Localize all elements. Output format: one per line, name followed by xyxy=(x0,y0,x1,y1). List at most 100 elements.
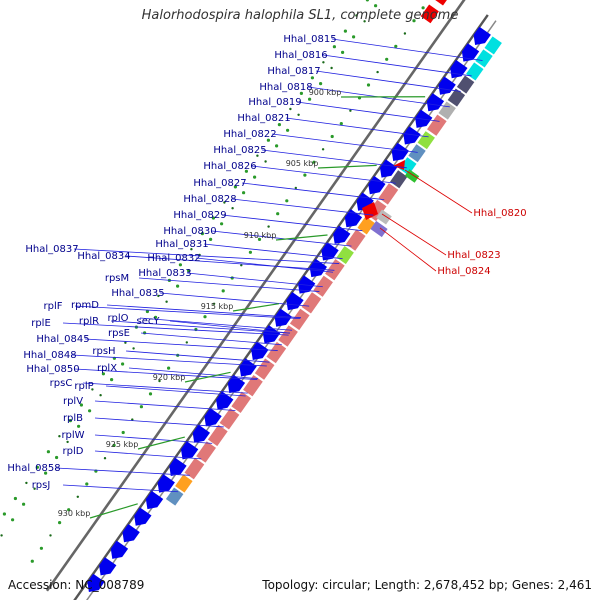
gc-dot xyxy=(394,44,398,49)
gc-dot xyxy=(110,378,114,382)
forward-gene-arrow xyxy=(216,391,234,410)
kbp-tick-label: 910 kbp xyxy=(244,231,277,240)
cog-block xyxy=(195,440,217,464)
gc-dot xyxy=(157,294,160,298)
gc-dot xyxy=(203,315,207,319)
label-leader-line xyxy=(159,292,310,307)
gc-dot xyxy=(223,201,226,204)
cog-block xyxy=(324,258,346,282)
cog-block xyxy=(183,457,206,481)
gc-dot xyxy=(165,300,168,303)
gene-labels: Hhal_0815 Hhal_0816 Hhal_0817 Hhal_0818 Hhal… xyxy=(7,34,526,491)
label-leader-line xyxy=(55,467,190,476)
cog-block xyxy=(242,374,264,398)
topology-value: circular xyxy=(322,578,367,592)
gene-label: Hhal_0816 xyxy=(274,50,327,61)
forward-gene-arrow xyxy=(286,292,304,311)
gc-dot xyxy=(200,232,204,236)
gc-dot xyxy=(330,66,333,70)
label-leader-line xyxy=(140,332,282,346)
cog-block xyxy=(426,113,448,137)
gc-dot xyxy=(66,440,69,444)
gc-dot xyxy=(385,57,389,61)
gc-dot xyxy=(352,35,356,39)
cog-block xyxy=(370,220,388,238)
gene-label: Hhal_0827 xyxy=(193,178,246,189)
gc-dot xyxy=(121,362,125,366)
accession-value: NC_008789 xyxy=(75,578,145,592)
forward-gene-arrow xyxy=(344,209,363,228)
topology-label: Topology: xyxy=(262,578,319,592)
gc-dot xyxy=(58,521,62,525)
label-leader-line xyxy=(379,227,437,272)
cog-block xyxy=(376,209,392,225)
gene-label: rpsM xyxy=(105,273,129,284)
gene-label: Hhal_0831 xyxy=(155,239,208,250)
label-leader-line xyxy=(94,434,213,444)
cog-block xyxy=(265,341,288,365)
gene-label: rplR xyxy=(79,316,99,327)
forward-gene-arrow xyxy=(181,441,199,460)
label-leader-line xyxy=(105,385,246,397)
gene-label: Hhal_0845 xyxy=(36,334,89,345)
gene-label: Hhal_0837 xyxy=(25,244,78,255)
label-leader-line xyxy=(186,272,323,288)
gc-dot xyxy=(139,405,143,409)
gc-dot xyxy=(332,45,336,49)
forward-gene-arrow xyxy=(461,43,480,62)
label-leader-line xyxy=(94,400,236,411)
gc-dot xyxy=(194,327,198,332)
gene-label: Hhal_0825 xyxy=(213,145,266,156)
cog-block xyxy=(446,87,466,108)
forward-gene-arrow xyxy=(99,557,117,576)
forward-gene-arrow xyxy=(321,242,339,261)
forward-gene-arrow xyxy=(134,507,152,526)
label-leader-line xyxy=(211,230,352,247)
cog-block xyxy=(483,35,503,56)
label-leader-line xyxy=(322,54,472,77)
gc-dot xyxy=(158,379,161,383)
kbp-tick-mark xyxy=(137,436,185,450)
gc-dot xyxy=(242,191,246,195)
forward-gene-arrow xyxy=(415,109,433,128)
gc-dot xyxy=(266,138,270,142)
label-leader-line xyxy=(331,38,483,61)
gc-dot xyxy=(79,403,83,407)
gc-dot xyxy=(77,424,81,428)
gene-label: rplF xyxy=(44,301,63,312)
gc-dot xyxy=(44,471,48,475)
gc-dot xyxy=(221,289,225,293)
gc-dot xyxy=(412,19,416,23)
gene-label: Hhal_0823 xyxy=(447,250,500,261)
label-leader-line xyxy=(94,417,224,428)
gene-label: secY xyxy=(137,316,161,327)
gc-dot xyxy=(145,309,149,314)
forward-gene-arrow xyxy=(473,26,491,45)
gene-label: Hhal_0858 xyxy=(7,463,60,474)
label-leader-line xyxy=(73,248,340,264)
gc-skew-dots xyxy=(0,0,425,563)
gene-label: Hhal_0826 xyxy=(203,161,256,172)
gene-label: rpsH xyxy=(92,346,115,357)
gene-label: rplB xyxy=(63,413,83,424)
gc-dot xyxy=(35,465,40,469)
label-leader-line xyxy=(315,70,461,92)
forward-gene-arrow xyxy=(239,358,257,377)
gc-dot xyxy=(124,341,127,344)
kbp-tick-mark xyxy=(89,503,138,519)
forward-gene-arrow xyxy=(309,258,327,278)
gene-label: rplV xyxy=(63,396,83,407)
gc-dot xyxy=(76,495,80,498)
gc-dot xyxy=(319,82,323,86)
kbp-tick-mark xyxy=(317,164,377,169)
gc-dot xyxy=(403,32,407,35)
gc-dot xyxy=(312,160,316,164)
gc-dot xyxy=(339,122,343,126)
gc-dot xyxy=(343,29,347,33)
gc-dot xyxy=(0,534,3,537)
cog-block xyxy=(300,291,323,315)
cog-block xyxy=(335,245,355,265)
forward-gene-arrow xyxy=(169,457,187,476)
forward-gene-arrow xyxy=(110,540,129,559)
